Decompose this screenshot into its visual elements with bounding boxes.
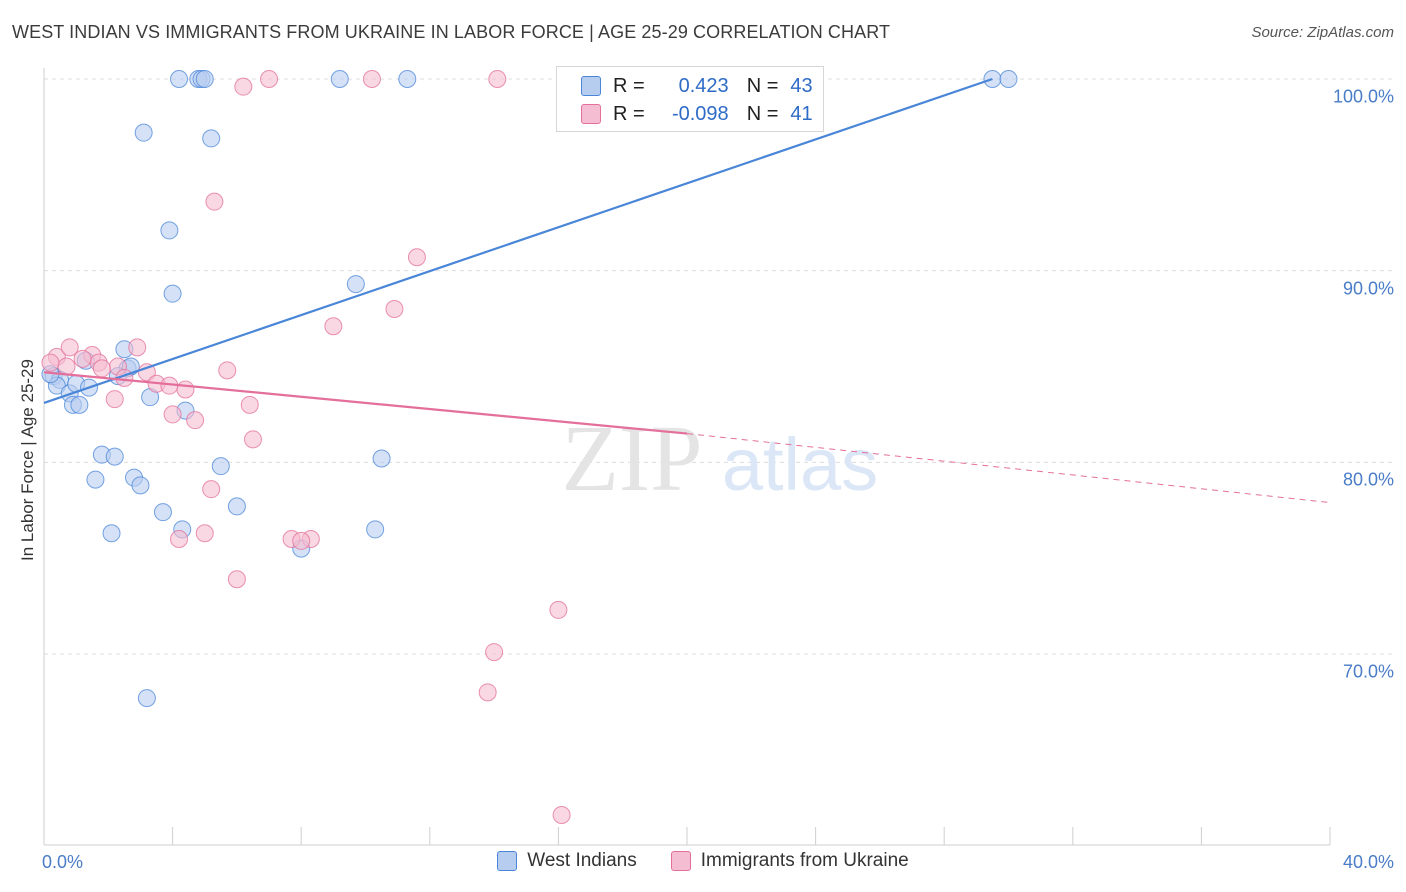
data-point-ukraine bbox=[176, 380, 195, 399]
data-point-west-indians bbox=[160, 221, 179, 240]
data-point-ukraine bbox=[137, 363, 156, 382]
y-tick-label: 80.0% bbox=[1342, 469, 1394, 490]
legend-row-ukraine: R = -0.098 N = 41 bbox=[581, 101, 813, 127]
data-point-ukraine bbox=[485, 643, 504, 662]
data-point-west-indians bbox=[346, 275, 365, 294]
legend-swatch-pink bbox=[670, 851, 691, 871]
data-point-ukraine bbox=[105, 390, 124, 409]
y-tick-label: 100.0% bbox=[1332, 86, 1394, 107]
data-point-ukraine bbox=[292, 531, 311, 550]
data-point-west-indians bbox=[211, 457, 230, 476]
legend-swatch-pink bbox=[581, 104, 601, 124]
data-point-west-indians bbox=[999, 70, 1018, 88]
data-point-west-indians bbox=[105, 447, 124, 466]
n-label: N = bbox=[746, 74, 779, 97]
data-point-ukraine bbox=[478, 683, 497, 702]
r-value: 0.423 bbox=[678, 74, 729, 97]
data-point-ukraine bbox=[128, 338, 147, 357]
data-point-ukraine bbox=[60, 338, 79, 357]
data-point-west-indians bbox=[227, 497, 246, 516]
data-point-ukraine bbox=[407, 248, 426, 267]
stats-legend: R = 0.423 N = 43 R = -0.098 N = 41 bbox=[556, 66, 824, 132]
data-point-ukraine bbox=[324, 317, 343, 336]
data-point-ukraine bbox=[41, 353, 60, 372]
data-point-ukraine bbox=[202, 480, 221, 499]
r-value: -0.098 bbox=[671, 102, 729, 125]
source-label: Source: ZipAtlas.com bbox=[1251, 24, 1394, 41]
watermark-atlas: atlas bbox=[722, 423, 878, 506]
r-label: R = bbox=[613, 74, 645, 97]
y-tick-label: 70.0% bbox=[1342, 661, 1394, 682]
data-point-west-indians bbox=[398, 70, 417, 88]
data-point-west-indians bbox=[102, 524, 121, 543]
data-point-ukraine bbox=[227, 570, 246, 589]
data-point-west-indians bbox=[195, 70, 214, 88]
legend-item-west-indians: West Indians bbox=[497, 850, 637, 872]
data-point-ukraine bbox=[195, 524, 214, 543]
data-point-ukraine bbox=[218, 361, 237, 380]
legend-row-west-indians: R = 0.423 N = 43 bbox=[581, 73, 813, 99]
data-point-west-indians bbox=[372, 449, 391, 468]
data-point-ukraine bbox=[488, 70, 507, 88]
data-point-west-indians bbox=[163, 284, 182, 303]
legend-label: Immigrants from Ukraine bbox=[700, 850, 909, 871]
legend-swatch-blue bbox=[497, 851, 518, 871]
data-point-west-indians bbox=[366, 520, 385, 539]
data-point-ukraine bbox=[163, 405, 182, 424]
n-value: 43 bbox=[790, 74, 813, 97]
trend-line-ukraine bbox=[43, 371, 688, 435]
data-point-west-indians bbox=[131, 476, 150, 495]
trend-line-west-indians bbox=[43, 77, 993, 404]
data-point-ukraine bbox=[57, 357, 76, 376]
data-point-ukraine bbox=[92, 359, 111, 378]
data-point-west-indians bbox=[330, 70, 349, 88]
legend-swatch-blue bbox=[581, 76, 601, 96]
data-point-ukraine bbox=[205, 192, 224, 211]
data-point-ukraine bbox=[362, 70, 381, 88]
x-tick-label-min: 0.0% bbox=[42, 852, 84, 872]
y-tick-label: 90.0% bbox=[1342, 278, 1394, 299]
n-value: 41 bbox=[790, 102, 813, 125]
data-point-west-indians bbox=[134, 123, 153, 142]
data-point-west-indians bbox=[70, 395, 89, 414]
data-point-ukraine bbox=[260, 70, 279, 88]
trend-line-ukraine-dashed bbox=[686, 433, 1331, 504]
data-point-west-indians bbox=[137, 689, 156, 708]
data-point-ukraine bbox=[549, 600, 568, 619]
data-point-ukraine bbox=[186, 411, 205, 430]
series-legend: West Indians Immigrants from Ukraine bbox=[0, 850, 1406, 872]
data-point-west-indians bbox=[170, 70, 189, 88]
n-label: N = bbox=[746, 102, 779, 125]
legend-label: West Indians bbox=[527, 850, 637, 871]
data-point-ukraine bbox=[234, 77, 253, 96]
data-point-ukraine bbox=[240, 395, 259, 414]
data-point-ukraine bbox=[73, 349, 92, 368]
data-point-west-indians bbox=[86, 470, 105, 489]
x-tick-label-max: 40.0% bbox=[1342, 852, 1394, 872]
data-point-ukraine bbox=[170, 530, 189, 548]
data-point-west-indians bbox=[153, 503, 172, 522]
chart-title: WEST INDIAN VS IMMIGRANTS FROM UKRAINE I… bbox=[12, 22, 891, 42]
data-point-west-indians bbox=[202, 129, 221, 148]
data-point-ukraine bbox=[243, 430, 262, 449]
data-point-ukraine bbox=[552, 806, 571, 824]
legend-item-ukraine: Immigrants from Ukraine bbox=[670, 850, 909, 872]
r-label: R = bbox=[613, 102, 645, 125]
data-point-ukraine bbox=[385, 300, 404, 318]
